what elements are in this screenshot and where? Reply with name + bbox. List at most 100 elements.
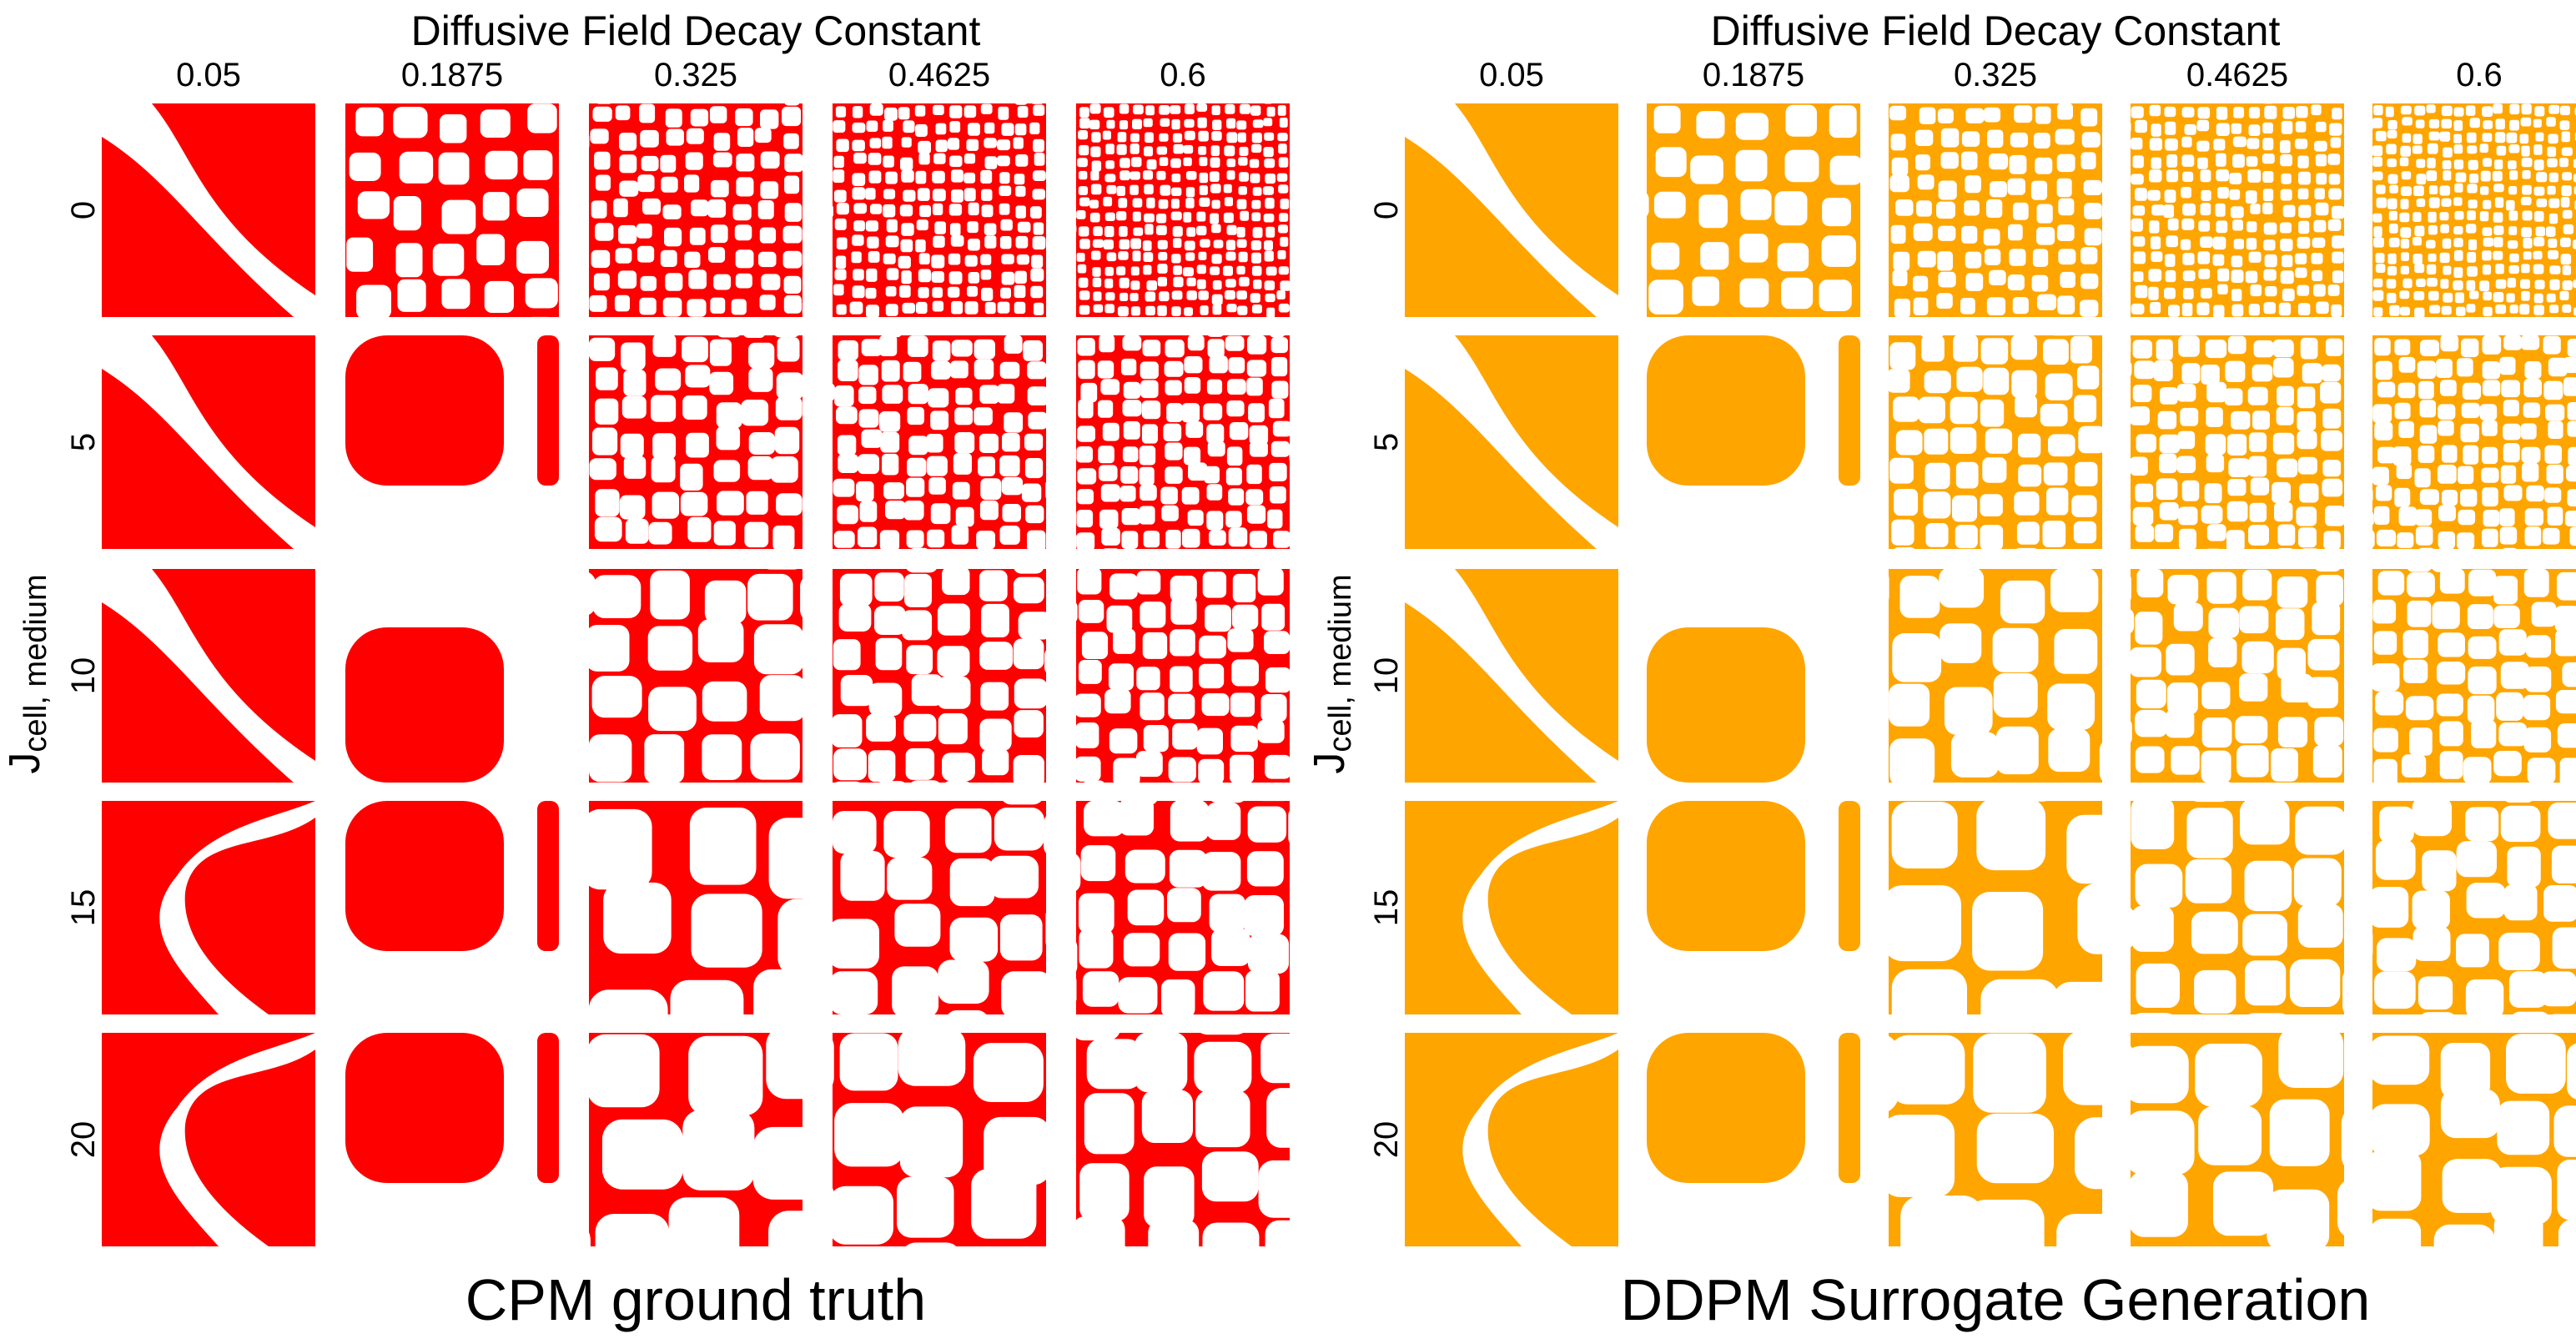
medium-pocket [2231,255,2243,268]
medium-pocket [760,109,779,129]
medium-pocket [2159,434,2181,454]
medium-pocket [1207,339,1225,358]
medium-pocket [2032,249,2049,267]
medium-pocket [865,288,877,299]
medium-pocket [1987,129,2004,148]
medium-pocket [1980,979,2060,1014]
medium-pocket [917,188,930,201]
medium-pocket [2405,696,2434,721]
simulation-image [1889,1033,2102,1246]
medium-pocket [2400,105,2412,115]
medium-pocket [2483,291,2492,301]
medium-pocket [1171,254,1181,264]
medium-pocket [2316,173,2327,185]
medium-pocket [1913,297,1929,315]
medium-pocket [2375,264,2386,273]
medium-pocket [1829,155,1860,185]
medium-pocket [2567,402,2576,420]
medium-pocket [2372,404,2392,424]
medium-pocket [1119,239,1130,249]
medium-pocket [1278,157,1289,168]
medium-pocket [1265,293,1275,303]
medium-pocket [2573,185,2576,195]
medium-pocket [968,123,980,136]
medium-pocket [2543,885,2576,922]
medium-pocket [741,400,769,426]
medium-pocket [2327,284,2340,296]
medium-pocket [1032,189,1045,200]
medium-pocket [2372,145,2383,157]
medium-pocket [2439,131,2451,142]
medium-band [1462,801,1618,1014]
medium-pocket [2322,408,2342,429]
medium-pocket [1205,604,1231,632]
medium-pocket [2066,814,2102,884]
medium-pocket [1027,530,1046,549]
medium-pocket [2372,289,2384,301]
medium-pocket [621,342,646,370]
medium-pocket [2182,171,2194,182]
medium-pocket [951,340,973,357]
medium-pocket [1000,219,1013,231]
medium-pocket [937,676,971,709]
medium-pocket [2216,169,2230,182]
medium-pocket [2401,171,2412,180]
medium-pocket [1893,396,1919,422]
medium-pocket [395,243,423,278]
medium-pocket [2298,527,2317,548]
medium-pocket [1247,335,1267,355]
medium-pocket [2207,781,2231,783]
medium-pocket [999,455,1020,476]
medium-pocket [2277,576,2308,608]
medium-pocket [1950,732,2000,778]
medium-pocket [2012,202,2029,220]
medium-pocket [1925,523,1949,547]
medium-pocket [999,236,1012,249]
medium-pocket [1044,650,1046,673]
medium-pocket [977,548,992,549]
medium-pocket [1024,433,1044,451]
medium-pocket [2573,279,2576,289]
medium-pocket [866,268,878,282]
medium-pocket [2455,172,2467,183]
medium-pocket [2296,506,2317,526]
medium-pocket [2525,666,2552,692]
medium-pocket [1130,238,1141,249]
medium-pocket [2527,758,2556,783]
medium-pocket [1740,189,1772,220]
medium-pocket [2547,146,2557,157]
medium-pocket [836,304,847,315]
medium-pocket [615,248,632,264]
medium-pocket [2521,264,2530,274]
medium-pocket [1184,356,1203,374]
medium-pocket [596,367,618,390]
medium-pocket [1101,527,1120,546]
medium-pocket [2439,185,2451,196]
medium-pocket [1264,132,1275,141]
medium-pocket [1819,279,1852,311]
medium-pocket [2264,254,2277,268]
simulation-image [2131,103,2344,317]
medium-pocket [2524,361,2542,379]
medium-pocket [980,103,993,114]
medium-pocket [2046,487,2069,516]
medium-pocket [2312,237,2326,248]
medium-pocket [1892,633,1942,682]
medium-pocket [1280,236,1289,247]
medium-pocket [1889,369,1910,393]
medium-pocket [2042,521,2066,547]
medium-pocket [2131,647,2162,677]
medium-pocket [1236,290,1247,300]
medium-pocket [2008,224,2023,241]
medium-pocket [2419,400,2437,418]
medium-pocket [2427,158,2436,169]
medium-pocket [950,234,964,247]
medium-pocket [2227,479,2246,496]
medium-pocket [1265,226,1275,238]
medium-pocket [907,335,928,357]
medium-pocket [2372,1150,2422,1211]
medium-pocket [2386,279,2397,289]
medium-pocket [1144,146,1153,157]
medium-pocket [784,103,800,106]
medium-pocket [2561,185,2572,197]
